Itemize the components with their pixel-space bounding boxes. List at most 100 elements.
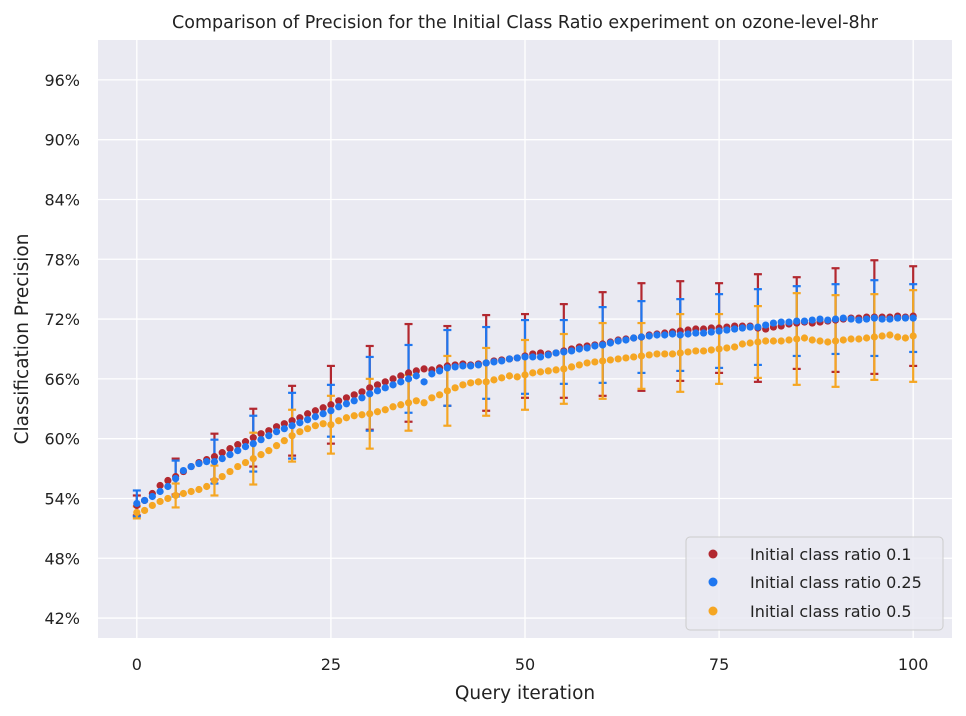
data-point-2 [870,333,878,341]
data-point-2 [521,371,529,379]
data-point-1 [746,323,754,331]
data-point-2 [389,403,397,411]
data-point-1 [474,361,483,369]
data-point-1 [272,428,281,436]
data-point-0 [327,401,335,409]
data-point-2 [381,406,389,414]
data-point-2 [490,376,498,384]
data-point-1 [715,327,723,335]
data-point-1 [831,315,840,323]
data-point-1 [366,390,374,398]
data-point-2 [210,476,219,485]
data-point-2 [622,354,630,362]
data-point-2 [296,428,304,436]
data-point-1 [218,455,226,463]
data-point-2 [241,458,250,467]
data-point-2 [498,374,506,382]
data-point-1 [653,331,661,339]
data-point-1 [404,375,413,383]
data-point-1 [661,331,669,339]
data-point-0 [420,365,428,373]
data-point-2 [684,348,692,356]
y-axis-label: Classification Precision [12,234,33,445]
data-point-2 [692,347,700,355]
legend-marker-1 [708,577,718,587]
legend-box [685,536,944,631]
data-point-1 [583,344,591,352]
x-tick-labels: 0 25 50 75 100 [132,655,929,674]
data-point-2 [552,366,560,374]
legend: Initial class ratio 0.1 Initial class ra… [685,536,944,631]
data-point-2 [436,391,444,399]
data-point-1 [684,330,692,338]
data-point-2 [599,357,607,365]
data-point-2 [420,399,428,407]
legend-label-0: Initial class ratio 0.1 [750,545,912,564]
data-point-2 [459,381,467,389]
data-point-2 [777,337,785,345]
data-point-0 [358,388,366,396]
data-point-1 [591,342,599,350]
data-point-0 [210,453,219,461]
data-point-1 [870,314,878,322]
data-point-2 [140,506,149,515]
data-point-1 [886,315,894,323]
data-point-1 [467,362,475,370]
data-point-1 [560,348,568,356]
data-point-1 [187,462,195,471]
data-point-1 [824,316,832,324]
data-point-2 [824,338,832,346]
data-point-0 [226,445,234,453]
data-point-2 [350,412,358,420]
data-point-0 [288,417,296,425]
data-point-0 [296,414,304,422]
data-point-2 [661,350,669,358]
data-point-2 [335,417,343,425]
data-point-0 [249,434,257,442]
data-point-1 [148,492,156,501]
y-tick-label: 84% [44,190,80,209]
data-point-2 [699,347,708,355]
data-point-2 [412,397,420,405]
data-point-1 [164,482,172,491]
legend-label-2: Initial class ratio 0.5 [750,602,912,621]
data-point-2 [195,485,203,494]
y-tick-label: 96% [44,71,80,90]
data-point-1 [210,457,219,466]
data-point-0 [389,375,397,383]
data-point-1 [513,354,521,362]
data-point-1 [133,499,141,508]
data-point-1 [172,474,180,483]
data-point-1 [397,378,405,386]
data-point-1 [894,314,902,322]
data-point-1 [241,443,250,451]
data-point-1 [358,394,366,402]
data-point-1 [707,328,715,336]
data-point-2 [731,343,739,351]
y-tick-label: 42% [44,609,80,628]
legend-label-1: Initial class ratio 0.25 [750,573,922,592]
data-point-2 [567,363,576,371]
data-point-1 [249,440,257,448]
data-point-0 [350,391,358,399]
data-point-0 [335,397,343,405]
data-point-2 [304,425,312,433]
data-point-1 [443,364,451,372]
data-point-1 [738,324,746,332]
data-point-1 [777,318,785,326]
data-point-2 [863,334,871,342]
data-point-2 [715,345,723,353]
data-point-2 [575,361,583,369]
data-point-1 [304,416,312,424]
data-point-2 [148,501,156,510]
data-point-0 [412,367,420,375]
data-point-0 [280,420,288,428]
data-point-2 [769,337,778,345]
data-point-2 [404,399,413,407]
data-point-2 [583,359,591,367]
x-axis-label: Query iteration [455,683,595,704]
data-point-2 [234,462,242,471]
data-point-0 [381,378,389,386]
data-point-2 [614,355,622,363]
